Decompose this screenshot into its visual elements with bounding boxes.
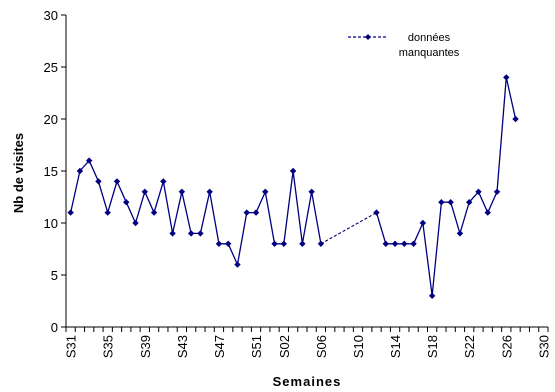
data-point: [132, 219, 139, 227]
data-point: [150, 209, 158, 216]
y-tick-label: 10: [44, 216, 58, 231]
data-point: [373, 209, 380, 216]
data-point: [410, 240, 417, 247]
x-tick-label: S14: [388, 335, 403, 358]
data-point: [308, 188, 315, 195]
y-tick-label: 30: [44, 8, 58, 23]
legend-label-line1: données: [408, 32, 451, 44]
data-point: [225, 240, 232, 247]
data-point: [95, 178, 102, 185]
data-point: [493, 188, 501, 195]
x-tick-label: S51: [249, 335, 264, 358]
data-point: [299, 240, 306, 247]
data-point: [456, 230, 464, 237]
data-point: [447, 199, 454, 206]
x-tick-label: S30: [536, 335, 551, 358]
data-point: [401, 240, 408, 247]
data-point: [484, 209, 491, 216]
x-tick-label: S06: [314, 335, 329, 358]
x-axis-title: Semaines: [273, 374, 342, 389]
data-point: [160, 178, 167, 185]
data-point: [243, 209, 250, 216]
x-tick-label: S47: [212, 335, 227, 358]
x-tick-label: S35: [101, 335, 116, 358]
y-tick-label: 5: [51, 268, 58, 283]
data-point: [76, 167, 84, 175]
data-point: [262, 188, 269, 195]
x-tick-label: S26: [499, 335, 514, 358]
data-point: [428, 292, 436, 299]
data-point: [234, 261, 241, 268]
data-point: [169, 230, 176, 237]
data-point: [438, 199, 445, 206]
data-point: [252, 209, 260, 216]
x-tick-label: S18: [425, 335, 440, 358]
data-point: [419, 219, 427, 227]
data-point: [113, 178, 121, 185]
x-tick-label: S39: [138, 335, 153, 358]
series-layer: [67, 74, 519, 299]
x-tick-label: S10: [351, 335, 366, 358]
series-line: [375, 77, 517, 296]
x-tick-label: S31: [64, 335, 79, 358]
data-point: [85, 157, 93, 164]
data-point: [104, 209, 111, 216]
y-tick-label: 0: [51, 320, 58, 335]
x-tick-label: S22: [462, 335, 477, 358]
data-point: [67, 209, 74, 216]
x-tick-label: S43: [175, 335, 190, 358]
data-point: [178, 188, 186, 195]
data-point: [123, 199, 130, 206]
y-axis-title: Nb de visites: [11, 133, 26, 213]
data-point: [475, 188, 482, 195]
x-tick-label: S02: [277, 335, 292, 358]
series-line: [70, 159, 322, 267]
data-point: [206, 188, 213, 195]
data-point: [391, 240, 399, 247]
data-point: [271, 240, 278, 247]
legend-label-line2: manquantes: [399, 47, 460, 59]
x-axis: S31 S35 S39 S43 S47 S51 S02 S06 S10 S14 S18 S22 S26 S…: [64, 326, 551, 358]
y-tick-label: 15: [44, 164, 58, 179]
data-point: [197, 230, 204, 237]
data-point: [512, 115, 519, 123]
data-point: [289, 167, 297, 175]
legend-marker: [365, 34, 371, 40]
y-axis: 0 5 10 15 20 25 30: [44, 8, 67, 335]
data-point: [503, 74, 510, 81]
missing-data-line: [320, 212, 377, 245]
data-point: [382, 240, 389, 247]
data-point: [215, 240, 223, 247]
data-point: [466, 199, 473, 206]
data-point: [317, 240, 325, 247]
data-point: [141, 188, 148, 195]
y-tick-label: 20: [44, 112, 58, 127]
y-tick-label: 25: [44, 60, 58, 75]
data-point: [187, 230, 195, 237]
legend: données manquantes: [348, 32, 460, 59]
data-point: [280, 240, 288, 247]
